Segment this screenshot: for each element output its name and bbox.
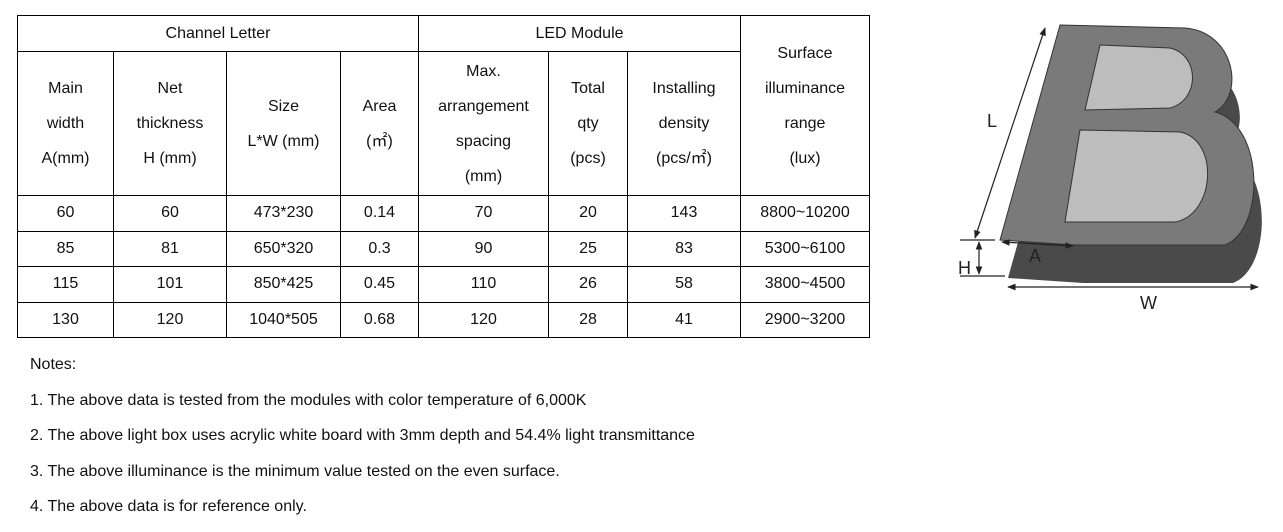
- column-header: Max. arrangement spacing (mm): [418, 51, 549, 196]
- cell: 5300~6100: [740, 230, 870, 267]
- column-header: Installing density (pcs/㎡): [627, 51, 741, 196]
- note: 4. The above data is for reference only.: [30, 498, 307, 515]
- header-line: (pcs): [570, 150, 606, 167]
- cell: 110: [418, 266, 549, 303]
- column-header: Total qty (pcs): [548, 51, 628, 196]
- header-row: Main width A(mm) Net thickness H (mm) Size L*W …: [17, 51, 870, 196]
- cell: 0.68: [340, 301, 419, 338]
- data-row: 115 101 850*425 0.45 110 26 58 3800~4500: [17, 266, 870, 303]
- dimension-label: L: [987, 111, 997, 131]
- cell: 0.45: [340, 266, 419, 303]
- column-header: Size L*W (mm): [226, 51, 341, 196]
- header-line: thickness: [136, 115, 204, 132]
- data-row: 85 81 650*320 0.3 90 25 83 5300~6100: [17, 230, 870, 267]
- cell: 3800~4500: [740, 266, 870, 303]
- header-line: width: [46, 115, 85, 132]
- cell: 101: [113, 266, 227, 303]
- cell: 115: [17, 266, 114, 303]
- dimension-label: A: [1029, 246, 1041, 266]
- header-line: arrangement: [438, 97, 529, 115]
- data-row: 60 60 473*230 0.14 70 20 143 8800~10200: [17, 195, 870, 232]
- cell: 650*320: [226, 230, 341, 267]
- header-line: (pcs/㎡): [655, 150, 712, 167]
- header-line: Size: [267, 97, 300, 115]
- notes-title: Notes:: [30, 356, 77, 373]
- header-line: Installing: [652, 80, 716, 97]
- dimension-label: W: [1140, 293, 1157, 313]
- cell: 2900~3200: [740, 301, 870, 338]
- cell: 85: [17, 230, 114, 267]
- cell: 143: [627, 195, 741, 232]
- cell: 58: [627, 266, 741, 303]
- cell: 28: [548, 301, 628, 338]
- cell: 25: [548, 230, 628, 267]
- header-line: Main: [48, 80, 83, 97]
- header-line: range: [784, 114, 826, 132]
- cell: 70: [418, 195, 549, 232]
- group-header: LED Module: [418, 15, 741, 52]
- cell: 8800~10200: [740, 195, 870, 232]
- header-line: A(mm): [41, 150, 90, 167]
- header-line: (mm): [464, 167, 503, 185]
- note: 1. The above data is tested from the mod…: [30, 391, 587, 409]
- cell: 90: [418, 230, 549, 267]
- column-header: Area (㎡): [340, 51, 419, 196]
- header-line: (㎡): [366, 132, 393, 150]
- header-line: spacing: [455, 132, 512, 150]
- header-line: Net: [157, 80, 183, 97]
- note: 2. The above light box uses acrylic whit…: [30, 427, 695, 444]
- header-line: (lux): [789, 149, 821, 167]
- cell: 41: [627, 301, 741, 338]
- surface-header: Surface illuminance range (lux): [740, 15, 870, 196]
- column-header: Main width A(mm): [17, 51, 114, 196]
- spec-table: Channel Letter LED Module Surface illuminan…: [17, 15, 870, 338]
- group-header: Channel Letter: [17, 15, 419, 52]
- cell: 0.14: [340, 195, 419, 232]
- notes: Notes: 1. The above data is tested from t…: [30, 354, 695, 532]
- cell: 20: [548, 195, 628, 232]
- cell: 60: [17, 195, 114, 232]
- header-line: Total: [571, 80, 605, 97]
- cell: 81: [113, 230, 227, 267]
- cell: 1040*505: [226, 301, 341, 338]
- cell: 60: [113, 195, 227, 232]
- cell: 120: [113, 301, 227, 338]
- cell: 26: [548, 266, 628, 303]
- dimension-label: H: [958, 258, 971, 278]
- cell: 0.3: [340, 230, 419, 267]
- header-line: Area: [362, 97, 397, 115]
- header-line: L*W (mm): [247, 132, 320, 150]
- header-line: illuminance: [764, 79, 846, 97]
- header-line: qty: [577, 115, 599, 132]
- cell: 120: [418, 301, 549, 338]
- header-row: Channel Letter LED Module Surface illuminan…: [17, 15, 870, 196]
- cell: 83: [627, 230, 741, 267]
- note: 3. The above illuminance is the minimum …: [30, 462, 560, 480]
- cell: 473*230: [226, 195, 341, 232]
- header-line: density: [658, 115, 710, 132]
- header-line: Surface: [777, 44, 833, 62]
- header-line: Max.: [466, 62, 501, 80]
- data-row: 130 120 1040*505 0.68 120 28 41 2900~3200: [17, 301, 870, 338]
- column-header: Net thickness H (mm): [113, 51, 227, 196]
- letter-diagram: L A H W: [958, 24, 1262, 313]
- header-line: H (mm): [143, 150, 197, 167]
- cell: 130: [17, 301, 114, 338]
- cell: 850*425: [226, 266, 341, 303]
